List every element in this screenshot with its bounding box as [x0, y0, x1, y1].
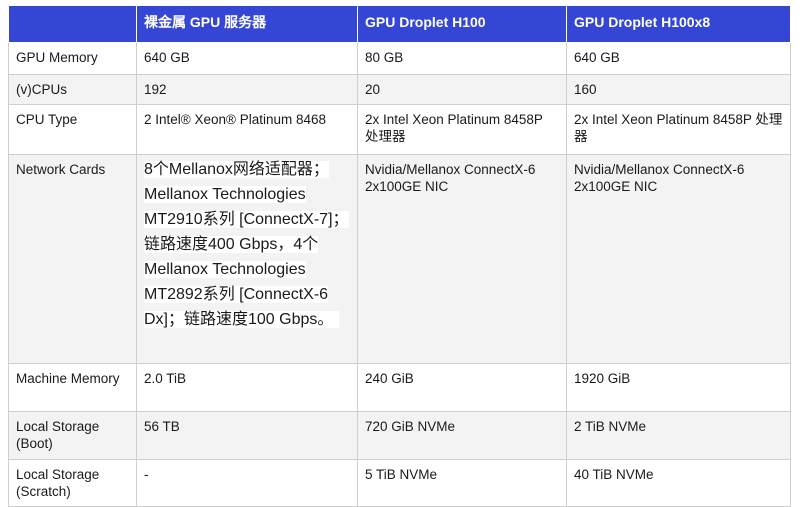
row-label: CPU Type — [8, 104, 137, 155]
table-cell: 2 Intel® Xeon® Platinum 8468 — [136, 104, 358, 155]
table-cell: 8个Mellanox网络适配器；Mellanox Technologies MT… — [136, 154, 358, 364]
header-bare-metal-gpu: 裸金属 GPU 服务器 — [136, 5, 358, 43]
table-row: Machine Memory 2.0 TiB 240 GiB 1920 GiB — [8, 363, 791, 412]
header-row: 裸金属 GPU 服务器 GPU Droplet H100 GPU Droplet… — [8, 5, 791, 43]
table-row: GPU Memory 640 GB 80 GB 640 GB — [8, 42, 791, 75]
table-cell: 2x Intel Xeon Platinum 8458P 处理器 — [357, 104, 567, 155]
row-label: Local Storage (Scratch) — [8, 459, 137, 507]
table-row: (v)CPUs 192 20 160 — [8, 74, 791, 105]
gpu-comparison-table: 裸金属 GPU 服务器 GPU Droplet H100 GPU Droplet… — [8, 5, 791, 507]
table-cell: 240 GiB — [357, 363, 567, 412]
table-cell: 20 — [357, 74, 567, 105]
table-row: Local Storage (Scratch) - 5 TiB NVMe 40 … — [8, 459, 791, 507]
table-cell: Nvidia/Mellanox ConnectX-6 2x100GE NIC — [566, 154, 791, 364]
table-cell: 640 GB — [566, 42, 791, 75]
table-cell: 160 — [566, 74, 791, 105]
header-cell-empty — [8, 5, 137, 43]
row-label: Machine Memory — [8, 363, 137, 412]
network-cards-text: 8个Mellanox网络适配器；Mellanox Technologies MT… — [144, 161, 349, 328]
header-gpu-droplet-h100: GPU Droplet H100 — [357, 5, 567, 43]
table-cell: 40 TiB NVMe — [566, 459, 791, 507]
row-label: (v)CPUs — [8, 74, 137, 105]
table-cell: 2x Intel Xeon Platinum 8458P 处理器 — [566, 104, 791, 155]
table-cell: - — [136, 459, 358, 507]
row-label: Network Cards — [8, 154, 137, 364]
table-cell: 56 TB — [136, 411, 358, 460]
table-cell: 2 TiB NVMe — [566, 411, 791, 460]
table-cell: 2.0 TiB — [136, 363, 358, 412]
table-row: Network Cards 8个Mellanox网络适配器；Mellanox T… — [8, 154, 791, 364]
row-label: GPU Memory — [8, 42, 137, 75]
table-cell: 192 — [136, 74, 358, 105]
table-cell: 80 GB — [357, 42, 567, 75]
row-label: Local Storage (Boot) — [8, 411, 137, 460]
table-cell: 1920 GiB — [566, 363, 791, 412]
table-cell: 640 GB — [136, 42, 358, 75]
table-cell: 5 TiB NVMe — [357, 459, 567, 507]
header-gpu-droplet-h100x8: GPU Droplet H100x8 — [566, 5, 791, 43]
table-cell: 720 GiB NVMe — [357, 411, 567, 460]
table-row: Local Storage (Boot) 56 TB 720 GiB NVMe … — [8, 411, 791, 460]
table-cell: Nvidia/Mellanox ConnectX-6 2x100GE NIC — [357, 154, 567, 364]
table-row: CPU Type 2 Intel® Xeon® Platinum 8468 2x… — [8, 104, 791, 155]
